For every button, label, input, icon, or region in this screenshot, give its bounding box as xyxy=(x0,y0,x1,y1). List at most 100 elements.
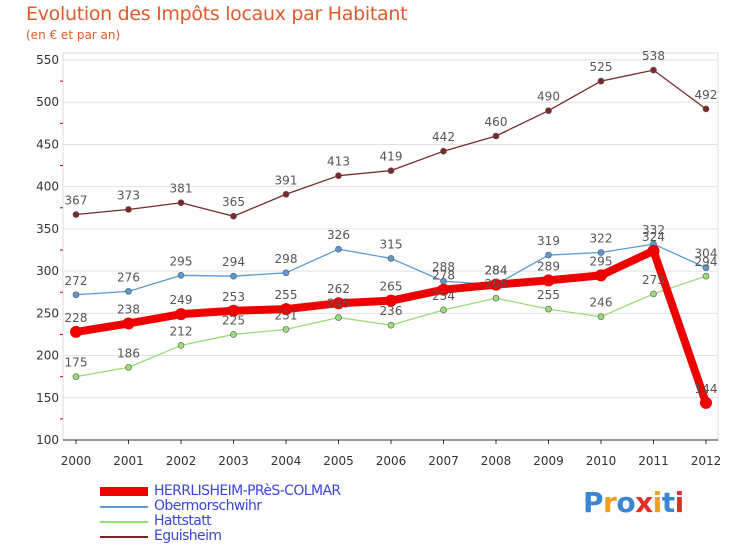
data-point xyxy=(125,206,132,213)
x-tick-label: 2010 xyxy=(586,454,617,468)
data-label: 272 xyxy=(65,274,88,288)
legend-label: Obermorschwihr xyxy=(154,498,262,514)
data-label: 254 xyxy=(432,289,455,303)
data-point xyxy=(230,272,237,280)
data-label: 268 xyxy=(485,277,508,291)
brand-letter: i xyxy=(652,486,663,519)
data-point xyxy=(72,211,80,218)
data-label: 295 xyxy=(170,254,193,268)
data-point xyxy=(72,373,80,380)
data-label: 322 xyxy=(590,232,613,246)
x-tick-label: 2009 xyxy=(533,454,564,468)
data-label: 319 xyxy=(537,234,560,248)
data-label: 332 xyxy=(642,223,665,237)
data-point xyxy=(595,269,607,282)
brand-letter: x xyxy=(635,486,653,519)
data-label: 225 xyxy=(222,313,245,327)
data-point xyxy=(230,331,237,338)
y-tick-label: 150 xyxy=(36,391,59,405)
data-label: 249 xyxy=(170,293,193,307)
data-label: 294 xyxy=(222,255,245,269)
data-label: 492 xyxy=(695,88,718,102)
data-point xyxy=(492,132,500,140)
data-point xyxy=(647,244,660,257)
data-point xyxy=(545,251,552,259)
plot-area xyxy=(62,52,719,441)
data-point xyxy=(650,290,657,298)
y-tick-label: 200 xyxy=(36,349,59,363)
legend-swatch xyxy=(100,506,148,508)
data-label: 490 xyxy=(537,90,560,104)
data-point xyxy=(280,303,292,316)
data-point xyxy=(177,342,185,349)
y-tick-label: 450 xyxy=(36,137,59,151)
brand-logo: Proxiti xyxy=(583,486,684,519)
data-label: 326 xyxy=(327,228,350,242)
data-point xyxy=(702,272,710,280)
data-label: 525 xyxy=(590,60,613,74)
legend-label: HERRLISHEIM-PRèS-COLMAR xyxy=(154,483,341,499)
x-tick-label: 2006 xyxy=(376,454,407,468)
data-point xyxy=(702,264,710,272)
data-label: 288 xyxy=(432,260,455,274)
data-point xyxy=(335,172,342,179)
y-tick-label: 400 xyxy=(36,180,59,194)
data-label: 373 xyxy=(117,188,140,202)
data-label: 367 xyxy=(65,194,88,208)
data-label: 255 xyxy=(537,288,560,302)
data-point xyxy=(335,314,342,321)
data-point xyxy=(282,190,290,198)
data-label: 228 xyxy=(65,311,88,325)
data-label: 365 xyxy=(222,195,245,209)
data-label: 284 xyxy=(485,264,508,278)
data-point xyxy=(175,308,187,321)
y-tick-label: 250 xyxy=(36,306,59,320)
data-label: 381 xyxy=(170,182,193,196)
brand-letter: o xyxy=(616,486,636,519)
data-label: 315 xyxy=(380,237,403,251)
data-point xyxy=(332,297,345,310)
data-label: 304 xyxy=(695,247,718,261)
x-tick-label: 2008 xyxy=(481,454,512,468)
data-label: 245 xyxy=(327,297,350,311)
data-label: 276 xyxy=(117,270,140,284)
y-tick-label: 300 xyxy=(36,264,59,278)
data-label: 212 xyxy=(170,324,193,338)
data-label: 538 xyxy=(642,49,665,63)
data-label: 391 xyxy=(275,173,298,187)
x-tick-label: 2001 xyxy=(113,454,144,468)
data-point xyxy=(387,321,395,329)
data-label: 284 xyxy=(485,264,508,278)
data-point xyxy=(440,147,447,155)
brand-letter: i xyxy=(674,486,685,519)
legend-swatch xyxy=(100,536,148,538)
data-label: 255 xyxy=(275,288,298,302)
data-label: 262 xyxy=(327,282,350,296)
data-point xyxy=(597,313,605,321)
data-point xyxy=(437,283,450,296)
x-tick-label: 2007 xyxy=(428,454,459,468)
y-tick-label: 550 xyxy=(36,53,59,67)
data-point xyxy=(282,269,290,277)
data-point xyxy=(70,325,82,338)
chart-subtitle: (en € et par an) xyxy=(26,28,121,42)
data-label: 413 xyxy=(327,155,350,169)
data-label: 298 xyxy=(275,252,298,266)
x-tick-label: 2003 xyxy=(218,454,249,468)
chart-title: Evolution des Impôts locaux par Habitant xyxy=(26,3,408,25)
y-tick-label: 500 xyxy=(36,95,59,109)
x-tick-label: 2012 xyxy=(691,454,722,468)
data-label: 442 xyxy=(432,130,455,144)
data-label: 246 xyxy=(590,296,613,310)
data-point xyxy=(177,199,185,207)
data-point xyxy=(702,105,710,113)
brand-letter: P xyxy=(583,486,604,519)
data-point xyxy=(387,167,395,174)
data-point xyxy=(440,306,447,314)
brand-letter: t xyxy=(661,486,675,519)
y-tick-label: 100 xyxy=(36,433,59,447)
data-label: 294 xyxy=(695,255,718,269)
data-point xyxy=(387,255,395,262)
brand-letter: r xyxy=(603,486,617,519)
data-point xyxy=(282,326,290,333)
